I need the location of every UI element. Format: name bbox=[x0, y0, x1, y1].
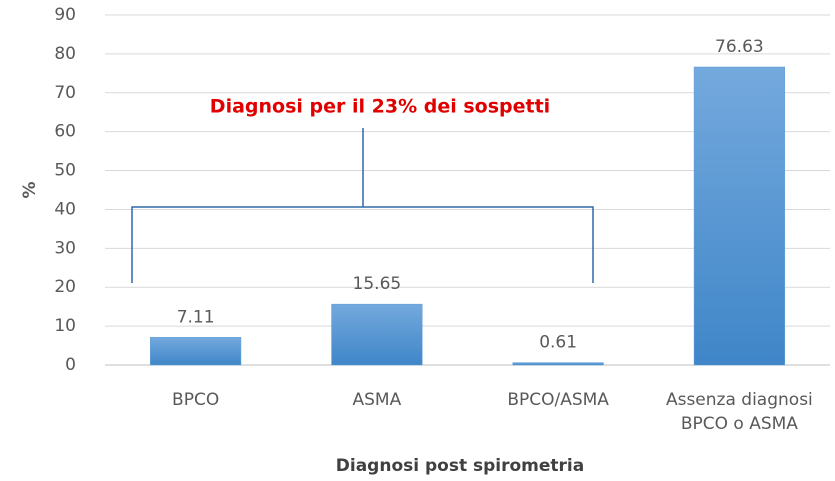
y-axis-label: % bbox=[20, 181, 40, 198]
bar bbox=[693, 66, 785, 366]
value-label: 76.63 bbox=[715, 37, 764, 57]
x-tick-label: BPCO/ASMA bbox=[507, 390, 609, 410]
y-tick-label: 60 bbox=[54, 122, 76, 142]
bar bbox=[512, 362, 604, 366]
y-tick-label: 0 bbox=[65, 355, 76, 375]
value-label: 15.65 bbox=[353, 274, 402, 294]
bracket bbox=[131, 128, 594, 283]
y-tick-label: 50 bbox=[54, 161, 76, 181]
y-tick-label: 70 bbox=[54, 83, 76, 103]
x-axis-label: Diagnosi post spirometria bbox=[336, 456, 584, 476]
y-tick-label: 20 bbox=[54, 277, 76, 297]
value-label: 7.11 bbox=[177, 307, 215, 327]
y-tick-label: 10 bbox=[54, 316, 76, 336]
bar bbox=[331, 303, 423, 366]
bar bbox=[150, 337, 242, 366]
x-tick-label: Assenza diagnosi BPCO o ASMA bbox=[666, 390, 813, 434]
x-tick-label: ASMA bbox=[353, 390, 402, 410]
y-tick-label: 90 bbox=[54, 5, 76, 25]
y-tick-label: 80 bbox=[54, 44, 76, 64]
x-tick-label: BPCO bbox=[172, 390, 219, 410]
y-tick-label: 30 bbox=[54, 238, 76, 258]
value-label: 0.61 bbox=[539, 333, 577, 353]
annotation: Diagnosi per il 23% dei sospetti bbox=[210, 96, 550, 118]
y-tick-label: 40 bbox=[54, 199, 76, 219]
